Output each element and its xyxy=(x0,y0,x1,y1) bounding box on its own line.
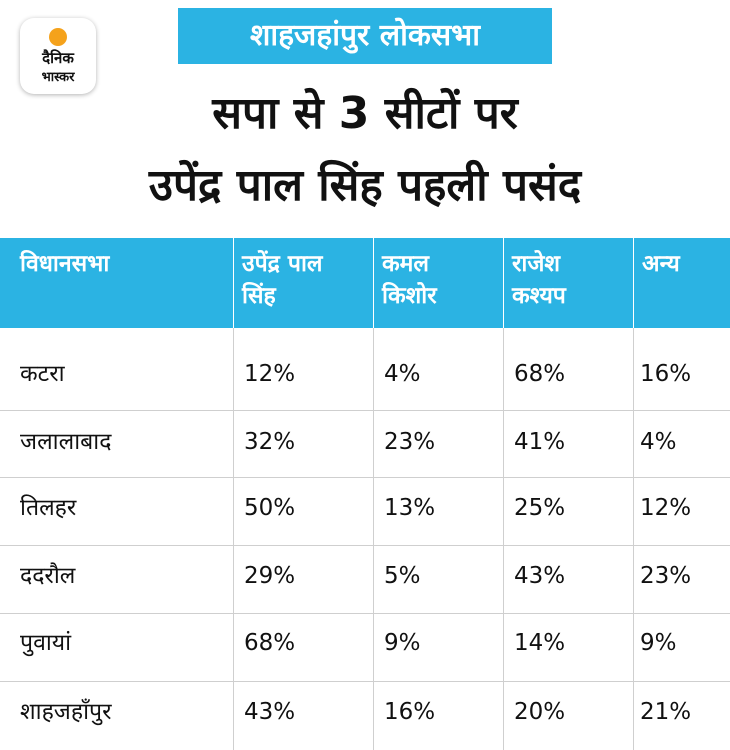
row-divider xyxy=(0,410,730,411)
table-row-puwayan: पुवायां 68% 9% 14% 9% xyxy=(0,609,730,677)
dainik-bhaskar-logo: दैनिक भास्कर xyxy=(20,18,96,94)
column-header-kamal-line2: किशोर xyxy=(382,283,437,309)
table-row-katra: कटरा 12% 4% 68% 16% xyxy=(0,340,730,408)
column-divider xyxy=(503,328,504,750)
cell-rajesh-pct: 14% xyxy=(514,630,566,656)
cell-assembly-name: कटरा xyxy=(20,361,65,387)
row-divider xyxy=(0,477,730,478)
cell-rajesh-pct: 25% xyxy=(514,495,566,521)
column-header-rajesh-kashyap: राजेश कश्यप xyxy=(512,248,566,312)
column-divider xyxy=(373,328,374,750)
cell-upendra-pct: 12% xyxy=(244,361,296,387)
cell-kamal-pct: 16% xyxy=(384,699,436,725)
row-divider xyxy=(0,681,730,682)
cell-rajesh-pct: 43% xyxy=(514,563,566,589)
logo-text-line1: दैनिक xyxy=(42,49,74,67)
constituency-banner: शाहजहांपुर लोकसभा xyxy=(178,8,552,64)
cell-kamal-pct: 13% xyxy=(384,495,436,521)
column-header-assembly-line1: विधानसभा xyxy=(20,251,110,277)
cell-others-pct: 23% xyxy=(640,563,692,589)
column-header-upendra-pal-singh: उपेंद्र पाल सिंह xyxy=(242,248,323,312)
column-divider xyxy=(633,328,634,750)
cell-others-pct: 16% xyxy=(640,361,692,387)
table-row-shahjahanpur: शाहजहाँपुर 43% 16% 20% 21% xyxy=(0,678,730,746)
cell-assembly-name: शाहजहाँपुर xyxy=(20,699,112,725)
cell-others-pct: 12% xyxy=(640,495,692,521)
logo-text-line2: भास्कर xyxy=(41,70,75,85)
cell-rajesh-pct: 20% xyxy=(514,699,566,725)
cell-others-pct: 4% xyxy=(640,429,677,455)
cell-assembly-name: जलालाबाद xyxy=(20,429,112,455)
table-header: विधानसभा उपेंद्र पाल सिंह कमल किशोर राजे… xyxy=(0,238,730,328)
cell-assembly-name: ददरौल xyxy=(20,563,76,589)
cell-rajesh-pct: 41% xyxy=(514,429,566,455)
row-divider xyxy=(0,545,730,546)
cell-kamal-pct: 4% xyxy=(384,361,421,387)
cell-rajesh-pct: 68% xyxy=(514,361,566,387)
column-header-others: अन्य xyxy=(642,248,680,280)
table-row-dadraul: ददरौल 29% 5% 43% 23% xyxy=(0,542,730,610)
cell-others-pct: 9% xyxy=(640,630,677,656)
headline-line-1: सपा से 3 सीटों पर xyxy=(212,88,518,139)
cell-upendra-pct: 68% xyxy=(244,630,296,656)
headline-line-2: उपेंद्र पाल सिंह पहली पसंद xyxy=(148,160,582,211)
column-divider xyxy=(233,328,234,750)
column-header-rajesh-line1: राजेश xyxy=(512,251,561,277)
column-header-upendra-line2: सिंह xyxy=(242,283,276,309)
column-header-upendra-line1: उपेंद्र पाल xyxy=(242,251,323,277)
cell-kamal-pct: 5% xyxy=(384,563,421,589)
table-row-jalalabad: जलालाबाद 32% 23% 41% 4% xyxy=(0,408,730,476)
cell-upendra-pct: 50% xyxy=(244,495,296,521)
column-header-others-line1: अन्य xyxy=(642,251,680,277)
column-header-assembly: विधानसभा xyxy=(20,248,109,280)
cell-kamal-pct: 23% xyxy=(384,429,436,455)
cell-kamal-pct: 9% xyxy=(384,630,421,656)
cell-assembly-name: तिलहर xyxy=(20,495,77,521)
cell-upendra-pct: 29% xyxy=(244,563,296,589)
row-divider xyxy=(0,613,730,614)
cell-upendra-pct: 32% xyxy=(244,429,296,455)
column-header-kamal-line1: कमल xyxy=(382,251,430,277)
cell-others-pct: 21% xyxy=(640,699,692,725)
cell-assembly-name: पुवायां xyxy=(20,630,72,656)
table-row-tilhar: तिलहर 50% 13% 25% 12% xyxy=(0,474,730,542)
sun-dot-icon xyxy=(49,28,67,46)
column-header-kamal-kishor: कमल किशोर xyxy=(382,248,437,312)
column-header-rajesh-line2: कश्यप xyxy=(512,283,566,309)
cell-upendra-pct: 43% xyxy=(244,699,296,725)
